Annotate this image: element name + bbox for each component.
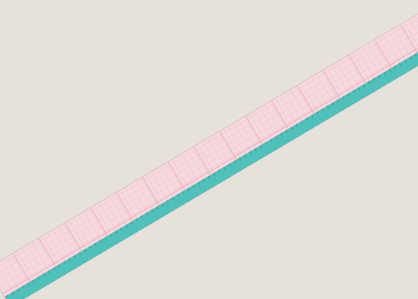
photo: [0, 0, 418, 299]
page: [0, 0, 418, 299]
